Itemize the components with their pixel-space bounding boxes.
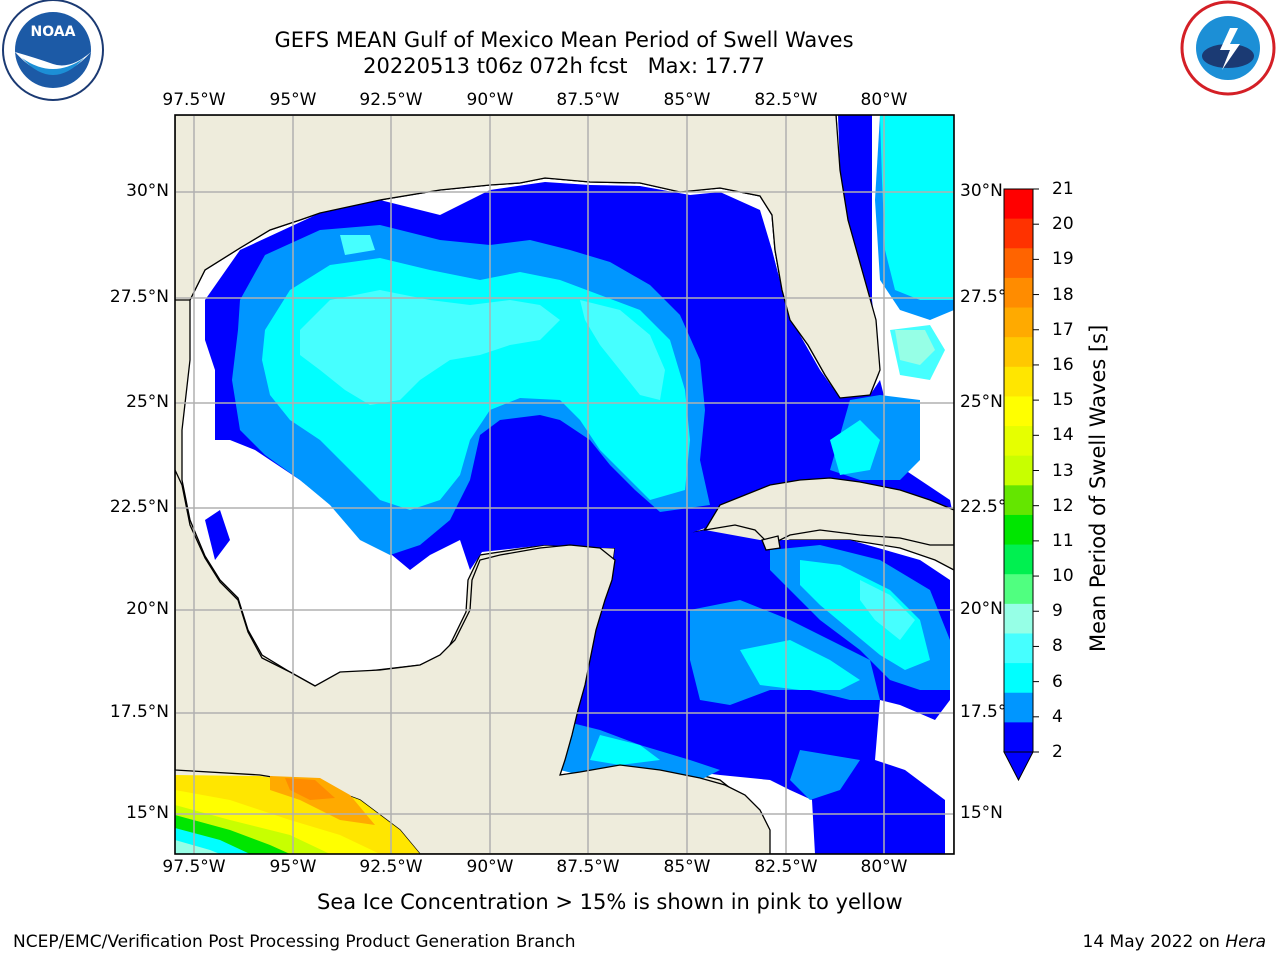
colorbar-segment xyxy=(1004,722,1033,753)
colorbar-segment xyxy=(1004,189,1033,220)
lon-label-top: 97.5°W xyxy=(162,90,226,110)
colorbar-segment xyxy=(1004,633,1033,664)
lon-label-bottom: 82.5°W xyxy=(754,857,818,877)
colorbar-tick-label: 13 xyxy=(1052,460,1074,481)
lon-label-bottom: 85°W xyxy=(663,857,711,877)
map-subtitle: 20220513 t06z 072h fcst Max: 17.77 xyxy=(363,54,765,78)
colorbar-segment xyxy=(1004,396,1033,427)
colorbar-tick-label: 18 xyxy=(1052,284,1074,305)
colorbar-tick-label: 8 xyxy=(1052,636,1063,657)
lat-label-left: 25°N xyxy=(126,392,169,412)
lat-label-left: 20°N xyxy=(126,599,169,619)
colorbar-tick-label: 15 xyxy=(1052,390,1074,411)
lat-label-left: 15°N xyxy=(126,803,169,823)
lon-label-top: 92.5°W xyxy=(359,90,423,110)
graticule xyxy=(175,115,954,854)
colorbar-extend-arrow xyxy=(1003,751,1034,782)
lon-label-bottom: 80°W xyxy=(860,857,908,877)
footer-date-text: 14 May 2022 on xyxy=(1082,932,1226,952)
colorbar-segment xyxy=(1004,455,1033,486)
colorbar-segment xyxy=(1004,603,1033,634)
footer-credit: NCEP/EMC/Verification Post Processing Pr… xyxy=(13,932,576,952)
colorbar-segment xyxy=(1004,574,1033,605)
colorbar-tick-label: 14 xyxy=(1052,425,1074,446)
lon-label-top: 95°W xyxy=(269,90,317,110)
colorbar-tick-label: 12 xyxy=(1052,495,1074,516)
lon-label-top: 80°W xyxy=(860,90,908,110)
colorbar-segment xyxy=(1004,514,1033,546)
lat-label-left: 27.5°N xyxy=(109,287,169,307)
colorbar-label: Mean Period of Swell Waves [s] xyxy=(1086,324,1110,652)
lat-label-right: 30°N xyxy=(960,181,1003,201)
lon-label-top: 87.5°W xyxy=(556,90,620,110)
colorbar-segment xyxy=(1004,485,1033,516)
noaa-logo-icon: NOAA xyxy=(2,0,104,101)
colorbar-tick-label: 21 xyxy=(1052,179,1074,199)
lon-label-top: 90°W xyxy=(466,90,514,110)
colorbar-tick-label: 4 xyxy=(1052,706,1063,727)
lon-label-bottom: 95°W xyxy=(269,857,317,877)
colorbar-segment xyxy=(1004,692,1033,723)
isla-de-la-juventud xyxy=(761,535,781,551)
colorbar-tick-label: 11 xyxy=(1052,530,1074,551)
map-title: GEFS MEAN Gulf of Mexico Mean Period of … xyxy=(274,28,854,52)
colorbar-tick-label: 2 xyxy=(1052,742,1063,762)
lon-label-bottom: 97.5°W xyxy=(162,857,226,877)
lat-label-right: 25°N xyxy=(960,392,1003,412)
lon-label-bottom: 90°W xyxy=(466,857,514,877)
colorbar-segment xyxy=(1004,277,1033,309)
noaa-logo-text: NOAA xyxy=(31,24,76,40)
colorbar-tick-label: 19 xyxy=(1052,249,1074,270)
lat-label-left: 22.5°N xyxy=(109,497,169,517)
colorbar-segment xyxy=(1004,218,1033,249)
colorbar-segment xyxy=(1004,663,1033,694)
lat-label-right: 15°N xyxy=(960,803,1003,823)
colorbar-tick-label: 10 xyxy=(1052,566,1074,587)
colorbar-segment xyxy=(1004,337,1033,368)
colorbar-segment xyxy=(1004,248,1033,279)
footer-host: Hera xyxy=(1225,932,1266,952)
swell-band-9-10 xyxy=(895,330,935,365)
colorbar-segment xyxy=(1004,426,1033,457)
lat-label-left: 30°N xyxy=(126,181,169,201)
colorbar-segment xyxy=(1004,366,1033,397)
map-frame xyxy=(174,114,955,855)
lon-label-top: 82.5°W xyxy=(754,90,818,110)
colorbar-tick-label: 20 xyxy=(1052,214,1074,235)
colorbar xyxy=(1003,188,1039,782)
florida xyxy=(175,115,881,399)
sea-ice-note: Sea Ice Concentration > 15% is shown in … xyxy=(317,890,903,914)
colorbar-segment xyxy=(1004,307,1033,338)
lon-label-bottom: 92.5°W xyxy=(359,857,423,877)
colorbar-tick-label: 16 xyxy=(1052,354,1074,375)
colorbar-segment xyxy=(1004,544,1033,575)
lat-label-right: 17.5°N xyxy=(960,702,1004,722)
lat-label-left: 17.5°N xyxy=(109,702,169,722)
lat-label-right: 22.5°N xyxy=(960,497,1004,517)
lon-label-bottom: 87.5°W xyxy=(556,857,620,877)
colorbar-tick-label: 6 xyxy=(1052,671,1063,692)
lat-label-right: 20°N xyxy=(960,599,1003,619)
lat-label-right: 27.5°N xyxy=(960,287,1004,307)
nws-logo-icon xyxy=(1180,0,1276,96)
colorbar-tick-label: 17 xyxy=(1052,319,1074,340)
lon-label-top: 85°W xyxy=(663,90,711,110)
colorbar-tick-label: 9 xyxy=(1052,601,1063,622)
footer-date: 14 May 2022 on Hera xyxy=(1083,932,1267,952)
